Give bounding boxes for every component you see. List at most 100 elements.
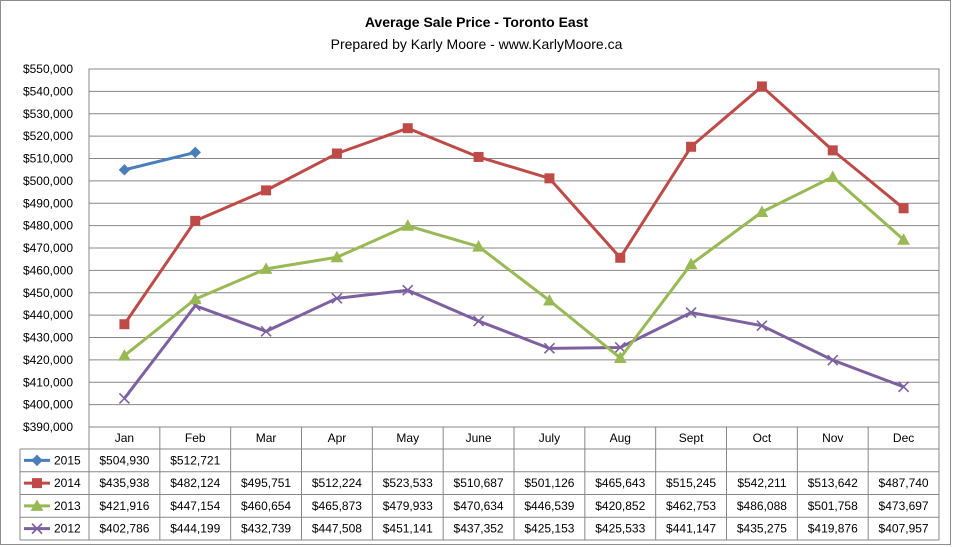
- table-cell-value: $504,930: [99, 453, 149, 467]
- legend-label: 2014: [54, 476, 81, 490]
- table-cell-value: $512,721: [170, 453, 220, 467]
- table-cell-value: $421,916: [99, 499, 149, 513]
- table-cell-value: $407,957: [879, 522, 929, 536]
- table-cell-value: $402,786: [99, 522, 149, 536]
- x-category-label: Mar: [256, 431, 277, 445]
- legend-label: 2013: [54, 499, 81, 513]
- table-cell-value: $447,154: [170, 499, 220, 513]
- table-cell-value: $419,876: [808, 522, 858, 536]
- series-point: [544, 173, 555, 184]
- series-point: [756, 320, 768, 332]
- x-category-label: Jan: [115, 431, 134, 445]
- chart-subtitle: Prepared by Karly Moore - www.KarlyMoore…: [330, 36, 623, 52]
- series-point: [614, 341, 626, 354]
- table-row-2013: 2013 $421,916 $447,154 $460,654 $465,873 $479…: [24, 499, 929, 513]
- y-tick-label: $460,000: [23, 263, 73, 277]
- table-row-2014: 2014 $435,938 $482,124 $495,751 $512,224 $523…: [24, 476, 929, 490]
- y-tick-label: $390,000: [23, 420, 73, 434]
- series-point: [32, 478, 42, 489]
- series-point: [260, 325, 272, 337]
- series-point: [543, 293, 556, 306]
- table-cell-value: $470,634: [454, 499, 504, 513]
- series-point: [827, 145, 838, 156]
- series-point: [330, 250, 344, 263]
- x-category-label: July: [539, 431, 560, 445]
- table-cell-value: $462,753: [666, 499, 716, 513]
- legend-label: 2012: [54, 522, 81, 536]
- table-cell-value: $501,758: [808, 499, 858, 513]
- x-category-label: May: [396, 431, 419, 445]
- series-point: [31, 523, 43, 535]
- series-point: [898, 381, 910, 393]
- series-point: [331, 148, 342, 159]
- table-cell-value: $420,852: [595, 499, 645, 513]
- x-category-label: Nov: [822, 431, 843, 445]
- y-tick-label: $490,000: [23, 196, 73, 210]
- series-point: [473, 151, 484, 162]
- table-cell-value: $473,697: [879, 499, 929, 513]
- series-point: [543, 342, 555, 354]
- table-cell-value: $513,642: [808, 476, 858, 490]
- x-category-label: Aug: [610, 431, 631, 445]
- table-cell-value: $460,654: [241, 499, 291, 513]
- table-cell-value: $447,508: [312, 522, 362, 536]
- y-tick-label: $540,000: [23, 84, 73, 98]
- table-cell-value: $437,352: [454, 522, 504, 536]
- y-tick-label: $520,000: [23, 129, 73, 143]
- table-cell-value: $441,147: [666, 522, 716, 536]
- table-cell-value: $512,224: [312, 476, 362, 490]
- series-point: [472, 240, 485, 252]
- y-tick-label: $530,000: [23, 107, 73, 121]
- series-point: [897, 233, 910, 245]
- series-point: [473, 315, 485, 327]
- x-category-label: Apr: [328, 431, 347, 445]
- table-cell-value: $425,153: [524, 522, 574, 536]
- table-cell-value: $482,124: [170, 476, 220, 490]
- y-tick-label: $420,000: [23, 353, 73, 367]
- x-category-label: Feb: [185, 431, 206, 445]
- table-cell-value: $515,245: [666, 476, 716, 490]
- table-cell-value: $425,533: [595, 522, 645, 536]
- y-tick-label: $480,000: [23, 219, 73, 233]
- y-tick-label: $410,000: [23, 375, 73, 389]
- table-cell-value: $465,873: [312, 499, 362, 513]
- table-row-2012: 2012 $402,786 $444,199 $432,739 $447,508 $451…: [24, 522, 929, 536]
- series-point: [401, 219, 415, 231]
- table-cell-value: $510,687: [454, 476, 504, 490]
- series-point: [259, 262, 273, 274]
- table-cell-value: $542,211: [737, 476, 786, 490]
- series-point: [402, 123, 413, 134]
- series-2014: [119, 81, 909, 330]
- series-2012: [118, 284, 910, 404]
- series-point: [755, 205, 769, 218]
- table-cell-value: $451,141: [383, 522, 433, 536]
- table-cell-value: $486,088: [737, 499, 787, 513]
- table-cell-value: $435,275: [737, 522, 787, 536]
- series-point: [118, 392, 130, 404]
- series-point: [190, 215, 201, 226]
- series-point: [261, 185, 272, 196]
- series-point: [756, 81, 767, 92]
- table-cell-value: $479,933: [383, 499, 433, 513]
- series-line: [123, 175, 905, 360]
- y-tick-label: $500,000: [23, 174, 73, 188]
- y-tick-label: $470,000: [23, 241, 73, 255]
- series-2015: [118, 146, 201, 176]
- table-cell-value: $501,126: [524, 476, 574, 490]
- table-cell-value: $523,533: [383, 476, 433, 490]
- table-cell-value: $446,539: [524, 499, 574, 513]
- y-tick-label: $400,000: [23, 398, 73, 412]
- series-point: [118, 164, 131, 176]
- series-point: [826, 170, 840, 182]
- y-tick-label: $550,000: [23, 62, 73, 76]
- series-point: [402, 284, 414, 296]
- series-point: [119, 319, 130, 330]
- series-point: [188, 292, 202, 305]
- table-cell-value: $444,199: [170, 522, 220, 536]
- y-tick-label: $430,000: [23, 331, 73, 345]
- series-point: [31, 454, 43, 467]
- table-cell-value: $432,739: [241, 522, 291, 536]
- series-point: [30, 499, 44, 511]
- series-point: [827, 354, 839, 366]
- y-tick-label: $450,000: [23, 286, 73, 300]
